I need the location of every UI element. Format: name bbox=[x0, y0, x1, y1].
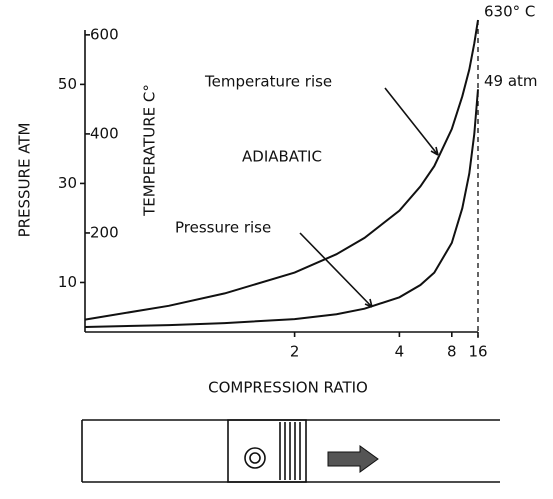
x-tick-label: 8 bbox=[447, 343, 457, 361]
direction-arrow bbox=[327, 445, 379, 473]
y-axis-title: PRESSURE ATM bbox=[16, 123, 34, 238]
y2-tick-label: 600 bbox=[90, 25, 119, 43]
annotation-arrow bbox=[299, 232, 373, 308]
series-line bbox=[84, 19, 479, 321]
piston-pin bbox=[249, 452, 261, 464]
x-tick-label: 2 bbox=[290, 343, 300, 361]
x-axis-title: COMPRESSION RATIO bbox=[208, 379, 368, 397]
piston-diagram bbox=[81, 419, 500, 483]
y-tick-label: 10 bbox=[58, 273, 77, 291]
piston-pin bbox=[244, 447, 266, 469]
x-tick-label: 16 bbox=[468, 343, 487, 361]
value-label: 630° C bbox=[484, 3, 535, 21]
annotation: ADIABATIC bbox=[242, 148, 322, 166]
x-tick-label: 4 bbox=[395, 343, 405, 361]
series-label: Temperature rise bbox=[204, 73, 332, 91]
series-label: Pressure rise bbox=[175, 219, 271, 237]
piston-rings bbox=[279, 422, 301, 480]
y-tick-label: 30 bbox=[58, 174, 77, 192]
value-label: 49 atm bbox=[484, 72, 538, 90]
y2-tick-label: 200 bbox=[90, 223, 119, 241]
y2-axis-title: TEMPERATURE C° bbox=[141, 84, 159, 217]
annotation-arrow bbox=[384, 87, 439, 156]
piston bbox=[227, 419, 307, 483]
y2-tick-label: 400 bbox=[90, 124, 119, 142]
y-tick-label: 50 bbox=[58, 75, 77, 93]
series-line bbox=[84, 89, 479, 328]
